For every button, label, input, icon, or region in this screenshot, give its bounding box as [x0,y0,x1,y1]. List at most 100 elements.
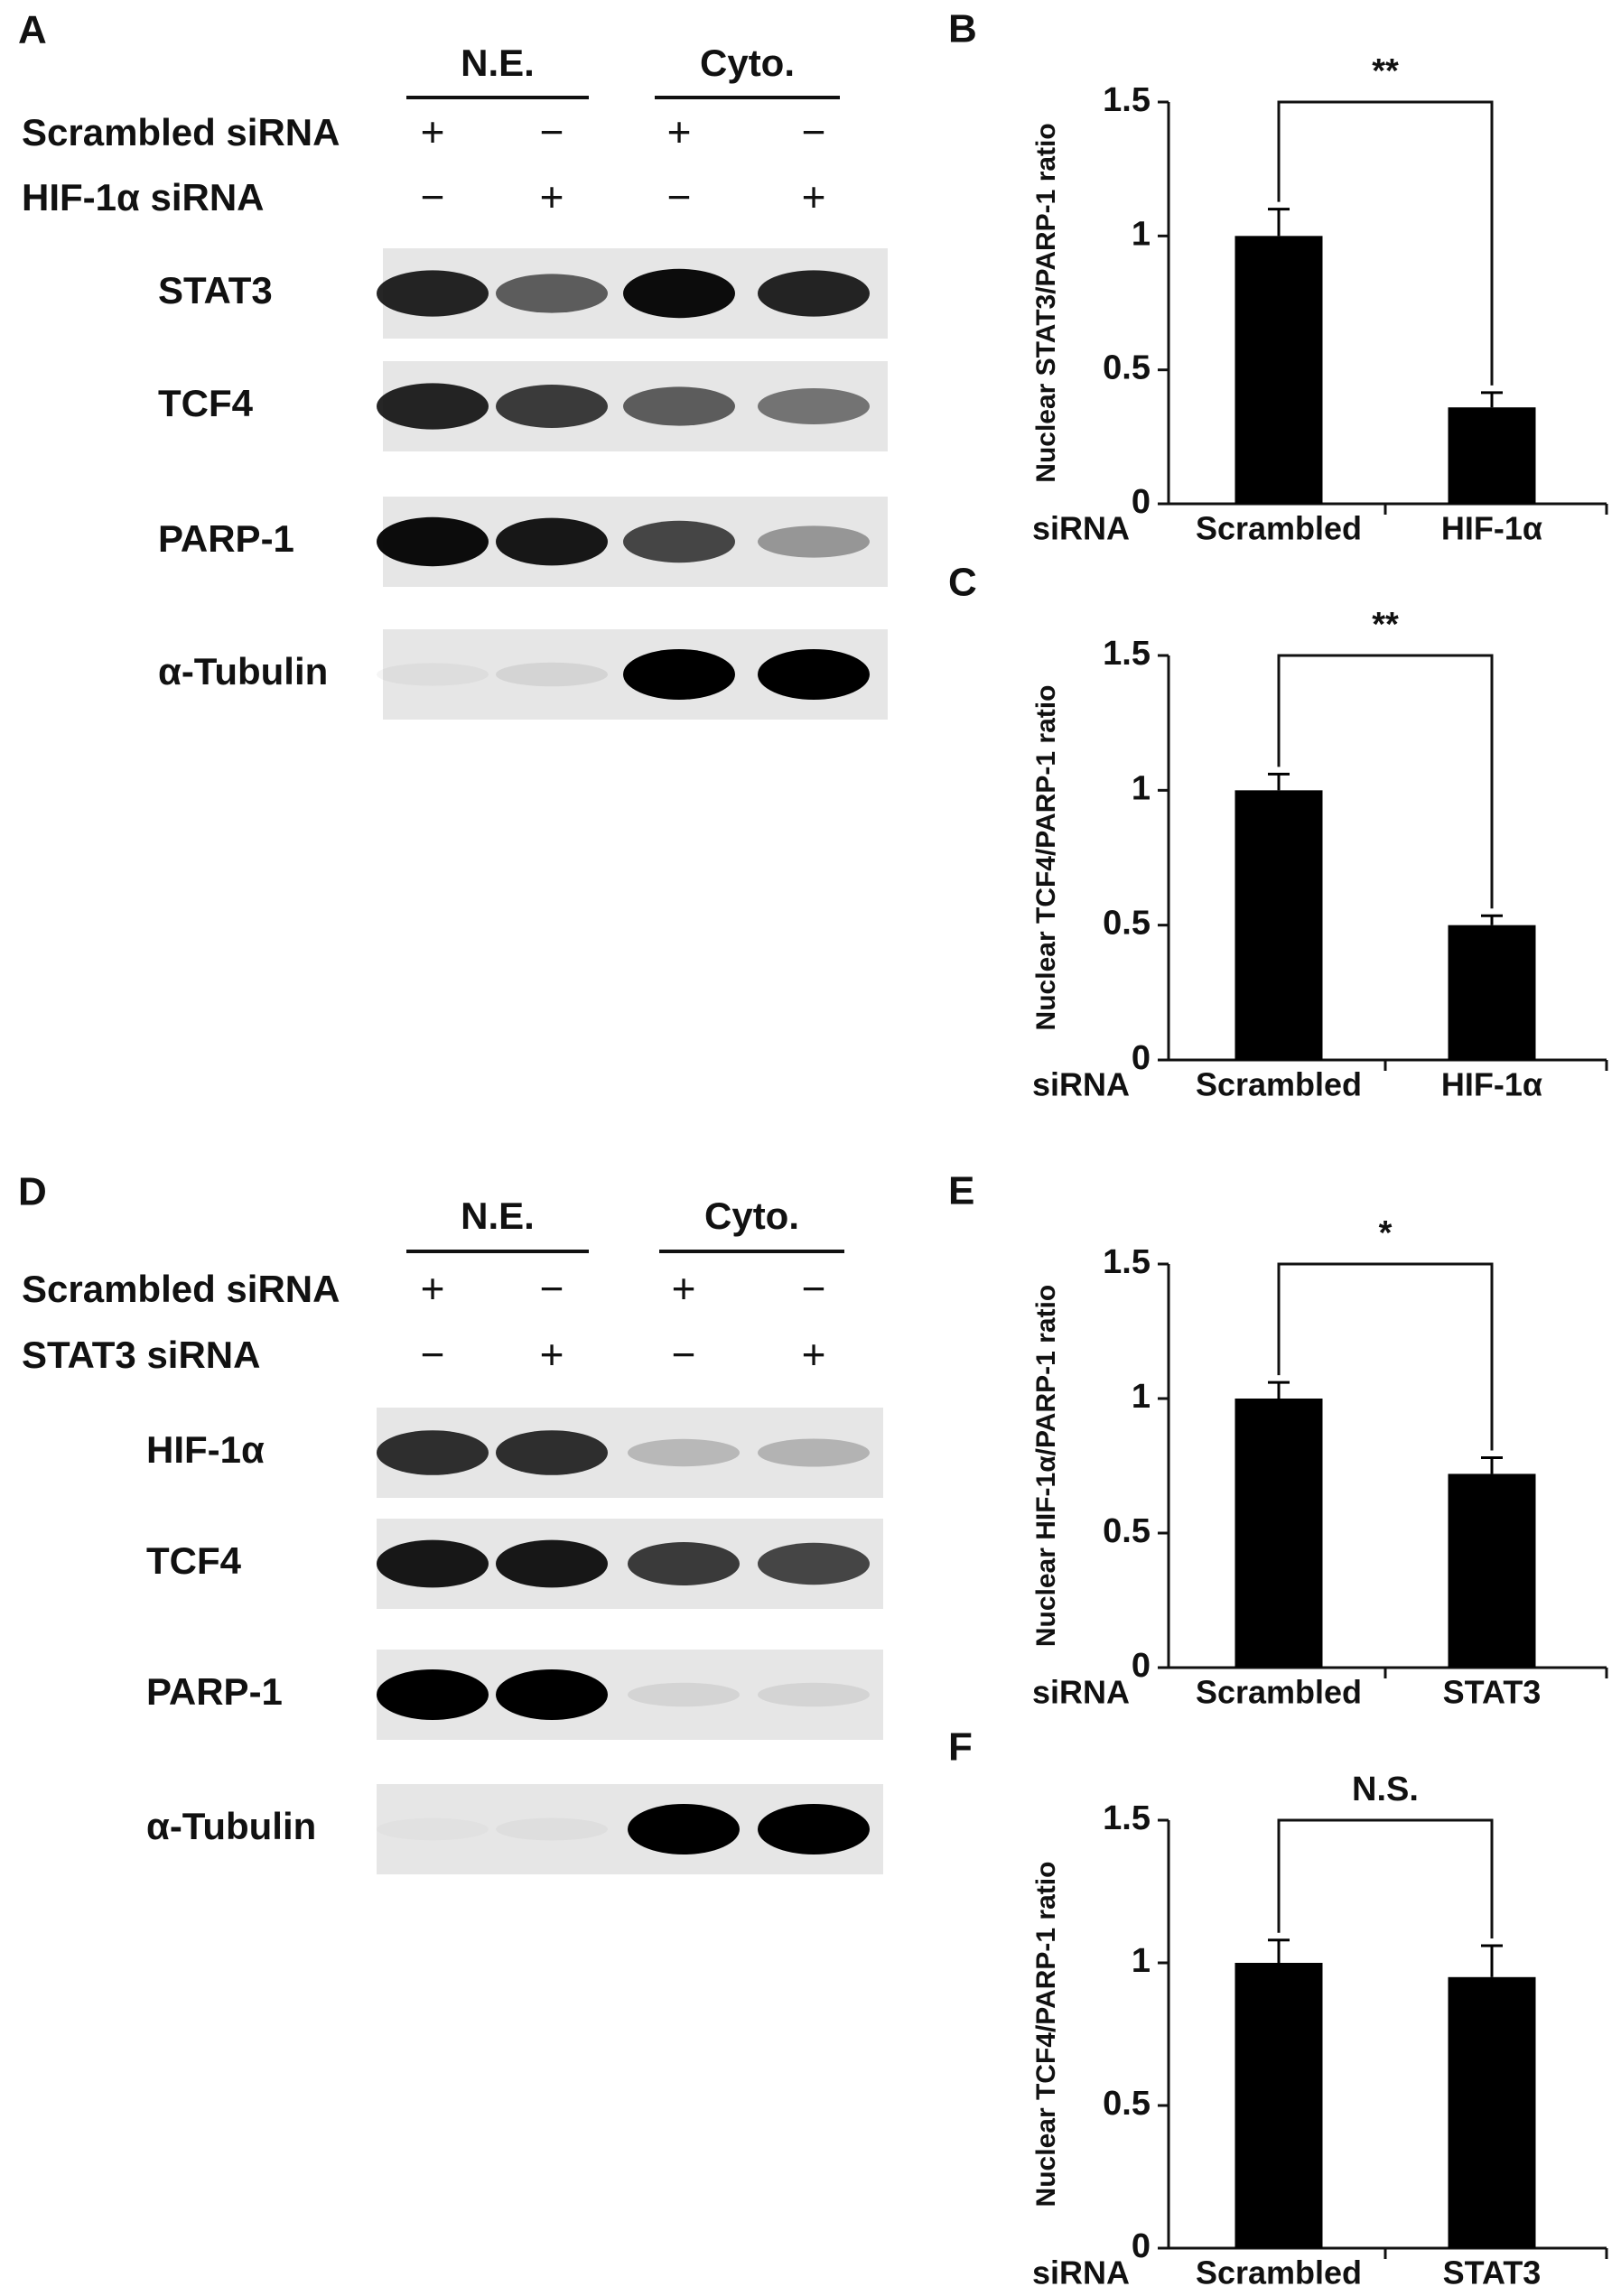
blot-band [377,516,489,567]
blot-band [758,1682,870,1707]
error-bar [1481,391,1503,408]
blot-band [758,270,870,317]
error-bar [1481,1944,1503,1977]
significance-bracket [1277,1262,1494,1451]
y-tick-label: 1.5 [1103,81,1151,119]
row-label: Scrambled siRNA [22,1268,340,1310]
panel-label: D [18,1170,47,1214]
y-tick-label: 1 [1132,215,1151,253]
blot-band [758,1804,870,1854]
x-axis-title: siRNA [1032,2254,1130,2291]
y-tick-label: 0.5 [1103,1512,1151,1550]
significance-label: ** [1372,52,1399,90]
blot-band [628,1804,740,1854]
blot-band [377,1430,489,1475]
y-axis-title: Nuclear TCF4/PARP-1 ratio [1031,1862,1061,2208]
y-tick-label: 1.5 [1103,635,1151,673]
bar [1448,925,1536,1060]
blot-band [496,1669,608,1720]
blot-band [496,274,608,313]
sign: − [540,108,564,155]
blot-band [623,520,735,563]
sign: + [421,108,445,155]
blot-band [496,1818,608,1841]
blot-band [628,1682,740,1707]
y-tick-label: 0.5 [1103,905,1151,943]
panel-label: A [18,8,47,52]
blot-band [496,385,608,428]
sign: + [421,1265,445,1312]
group-label: N.E. [461,42,535,84]
significance-label: ** [1372,606,1399,644]
blot-band [496,662,608,687]
y-tick-label: 1.5 [1103,1243,1151,1281]
bar [1234,1399,1323,1668]
blot-band [758,1542,870,1585]
blot-band [758,525,870,558]
blot-band [628,1542,740,1585]
sign: + [540,173,564,220]
band-label: TCF4 [158,382,254,424]
x-tick-label: Scrambled [1196,2254,1362,2291]
sign: − [421,1331,445,1378]
group-label: Cyto. [704,1194,799,1237]
x-tick-label: Scrambled [1196,1674,1362,1711]
bar [1448,1976,1536,2248]
bar [1234,790,1323,1060]
band-label: STAT3 [158,269,273,311]
x-tick-label: STAT3 [1443,1674,1542,1711]
band-label: α-Tubulin [158,650,328,693]
band-label: TCF4 [146,1539,242,1582]
sign: − [802,108,826,155]
y-axis-title: Nuclear STAT3/PARP-1 ratio [1031,123,1061,482]
blot-band [377,1669,489,1720]
sign: + [802,1331,826,1378]
x-tick-label: HIF-1α [1441,510,1542,547]
band-label: PARP-1 [158,517,294,560]
panel-label: E [948,1169,974,1213]
x-tick-label: HIF-1α [1441,1066,1542,1103]
bar [1448,1473,1536,1668]
sign: + [672,1265,696,1312]
significance-label: N.S. [1352,1771,1419,1808]
blot-band [377,1818,489,1841]
y-tick-label: 1 [1132,769,1151,807]
x-axis-title: siRNA [1032,1674,1130,1711]
panel-label: B [948,7,977,51]
panel-label: C [948,561,977,605]
blot-band [758,1438,870,1467]
blot-band [496,1430,608,1475]
y-tick-label: 1 [1132,1942,1151,1980]
row-label: STAT3 siRNA [22,1334,260,1376]
sign: + [540,1331,564,1378]
bar [1448,407,1536,504]
y-tick-label: 1.5 [1103,1799,1151,1837]
significance-bracket [1277,654,1494,909]
blot-band [377,663,489,686]
error-bar [1268,772,1290,791]
y-tick-label: 1 [1132,1378,1151,1416]
error-bar [1268,208,1290,237]
blot-band [758,649,870,700]
significance-label: * [1379,1214,1393,1252]
panel-label: F [948,1725,973,1770]
blot-band [496,1539,608,1588]
row-label: HIF-1α siRNA [22,176,265,218]
error-bar [1481,914,1503,925]
sign: − [672,1331,696,1378]
blot-band [623,268,735,319]
blot-band [628,1438,740,1467]
group-label: Cyto. [700,42,795,84]
x-tick-label: Scrambled [1196,510,1362,547]
blot-band [623,386,735,426]
y-tick-label: 0.5 [1103,349,1151,387]
sign: − [421,173,445,220]
blot-band [377,1539,489,1588]
band-label: HIF-1α [146,1428,265,1471]
blot-band [377,270,489,317]
x-axis-title: siRNA [1032,510,1130,547]
y-tick-label: 0 [1132,1647,1151,1685]
bar [1234,236,1323,504]
